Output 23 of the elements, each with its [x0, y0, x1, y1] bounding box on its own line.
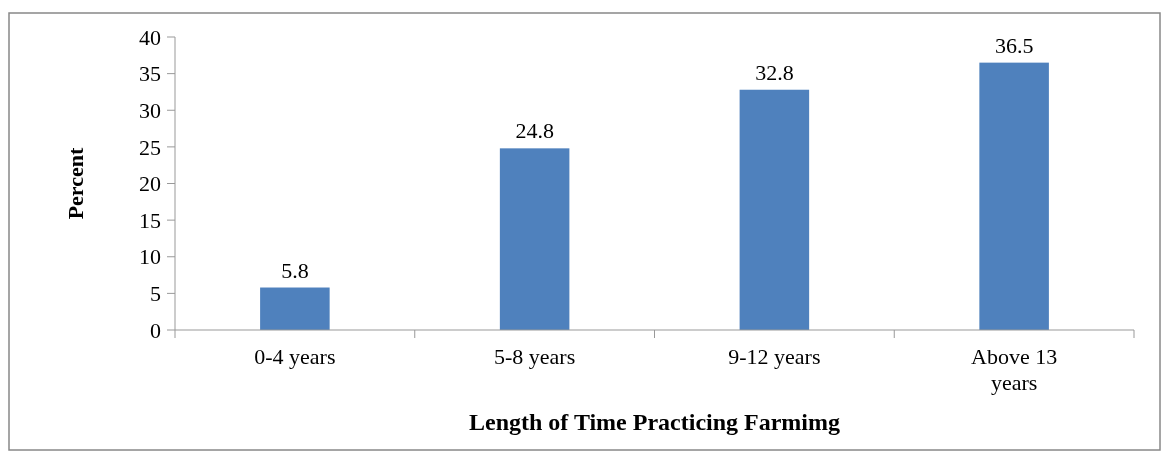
x-tick-label: Above 13 years — [971, 344, 1058, 395]
data-label: 36.5 — [994, 32, 1034, 58]
y-tick-label: 35 — [139, 61, 161, 87]
bar — [260, 287, 330, 330]
y-tick-label: 25 — [139, 134, 161, 160]
y-tick-label: 5 — [150, 281, 161, 307]
x-tick-label: 5-8 years — [494, 344, 576, 369]
y-tick-label: 15 — [139, 207, 161, 233]
x-axis-title: Length of Time Practicing Farmimg — [468, 409, 841, 435]
bar — [979, 62, 1049, 330]
y-tick-label: 0 — [150, 317, 161, 343]
data-label: 32.8 — [755, 59, 794, 85]
x-tick-label: 0-4 years — [254, 344, 336, 369]
y-tick-label: 20 — [139, 171, 161, 197]
y-axis-title: Percent — [63, 147, 88, 220]
data-label: 5.8 — [281, 257, 309, 283]
y-tick-label: 40 — [139, 24, 161, 50]
data-label: 24.8 — [515, 118, 554, 144]
x-tick-label: 9-12 years — [728, 344, 821, 369]
y-tick-label: 10 — [139, 244, 161, 270]
y-tick-label: 30 — [139, 97, 161, 123]
bar — [499, 148, 570, 330]
bar — [739, 89, 810, 330]
